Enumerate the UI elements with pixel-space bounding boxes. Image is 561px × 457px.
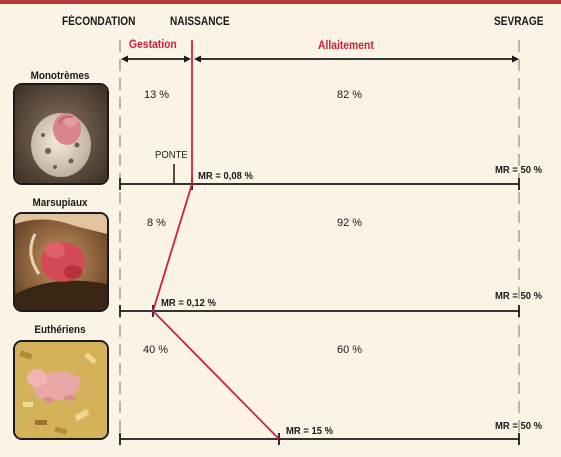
mr-weaning-marsupiaux: MR = 50 % [495, 290, 543, 302]
mr-birth-monotremes: MR = 0,08 % [198, 170, 253, 182]
gestation-label: Gestation [129, 39, 177, 51]
group-name-eutheriens: Euthériens [34, 324, 86, 336]
birth-timing-line [151, 40, 280, 440]
mr-weaning-eutheriens: MR = 50 % [495, 420, 543, 432]
naissance-label: NAISSANCE [170, 16, 230, 28]
newborn-rodent-photo-icon [13, 340, 109, 440]
gestation-pct-eutheriens: 40 % [143, 344, 169, 356]
egg-hatchling-photo-icon [13, 83, 109, 185]
arrowhead-right-icon [184, 55, 191, 63]
allaitement-label: Allaitement [318, 40, 374, 52]
ponte-label: PONTE [155, 150, 188, 161]
allaitement-pct-eutheriens: 60 % [337, 344, 363, 356]
mr-birth-marsupiaux: MR = 0,12 % [161, 297, 216, 309]
mr-birth-eutheriens: MR = 15 % [286, 425, 334, 437]
gestation-pct-monotremes: 13 % [144, 89, 170, 101]
sevrage-label: SEVRAGE [494, 16, 544, 28]
gestation-pct-marsupiaux: 8 % [147, 217, 166, 229]
pouch-joey-photo-icon [13, 212, 109, 312]
group-name-marsupiaux: Marsupiaux [32, 197, 88, 209]
group-name-monotremes: Monotrèmes [30, 70, 90, 82]
fecondation-label: FÉCONDATION [62, 16, 136, 28]
arrowhead-left-icon [194, 55, 201, 63]
allaitement-pct-marsupiaux: 92 % [337, 217, 363, 229]
allaitement-pct-monotremes: 82 % [337, 89, 363, 101]
arrowhead-left-icon [121, 55, 128, 63]
mr-weaning-monotremes: MR = 50 % [495, 164, 543, 176]
top-accent-bar [0, 0, 561, 4]
arrowhead-right-icon [512, 55, 519, 63]
